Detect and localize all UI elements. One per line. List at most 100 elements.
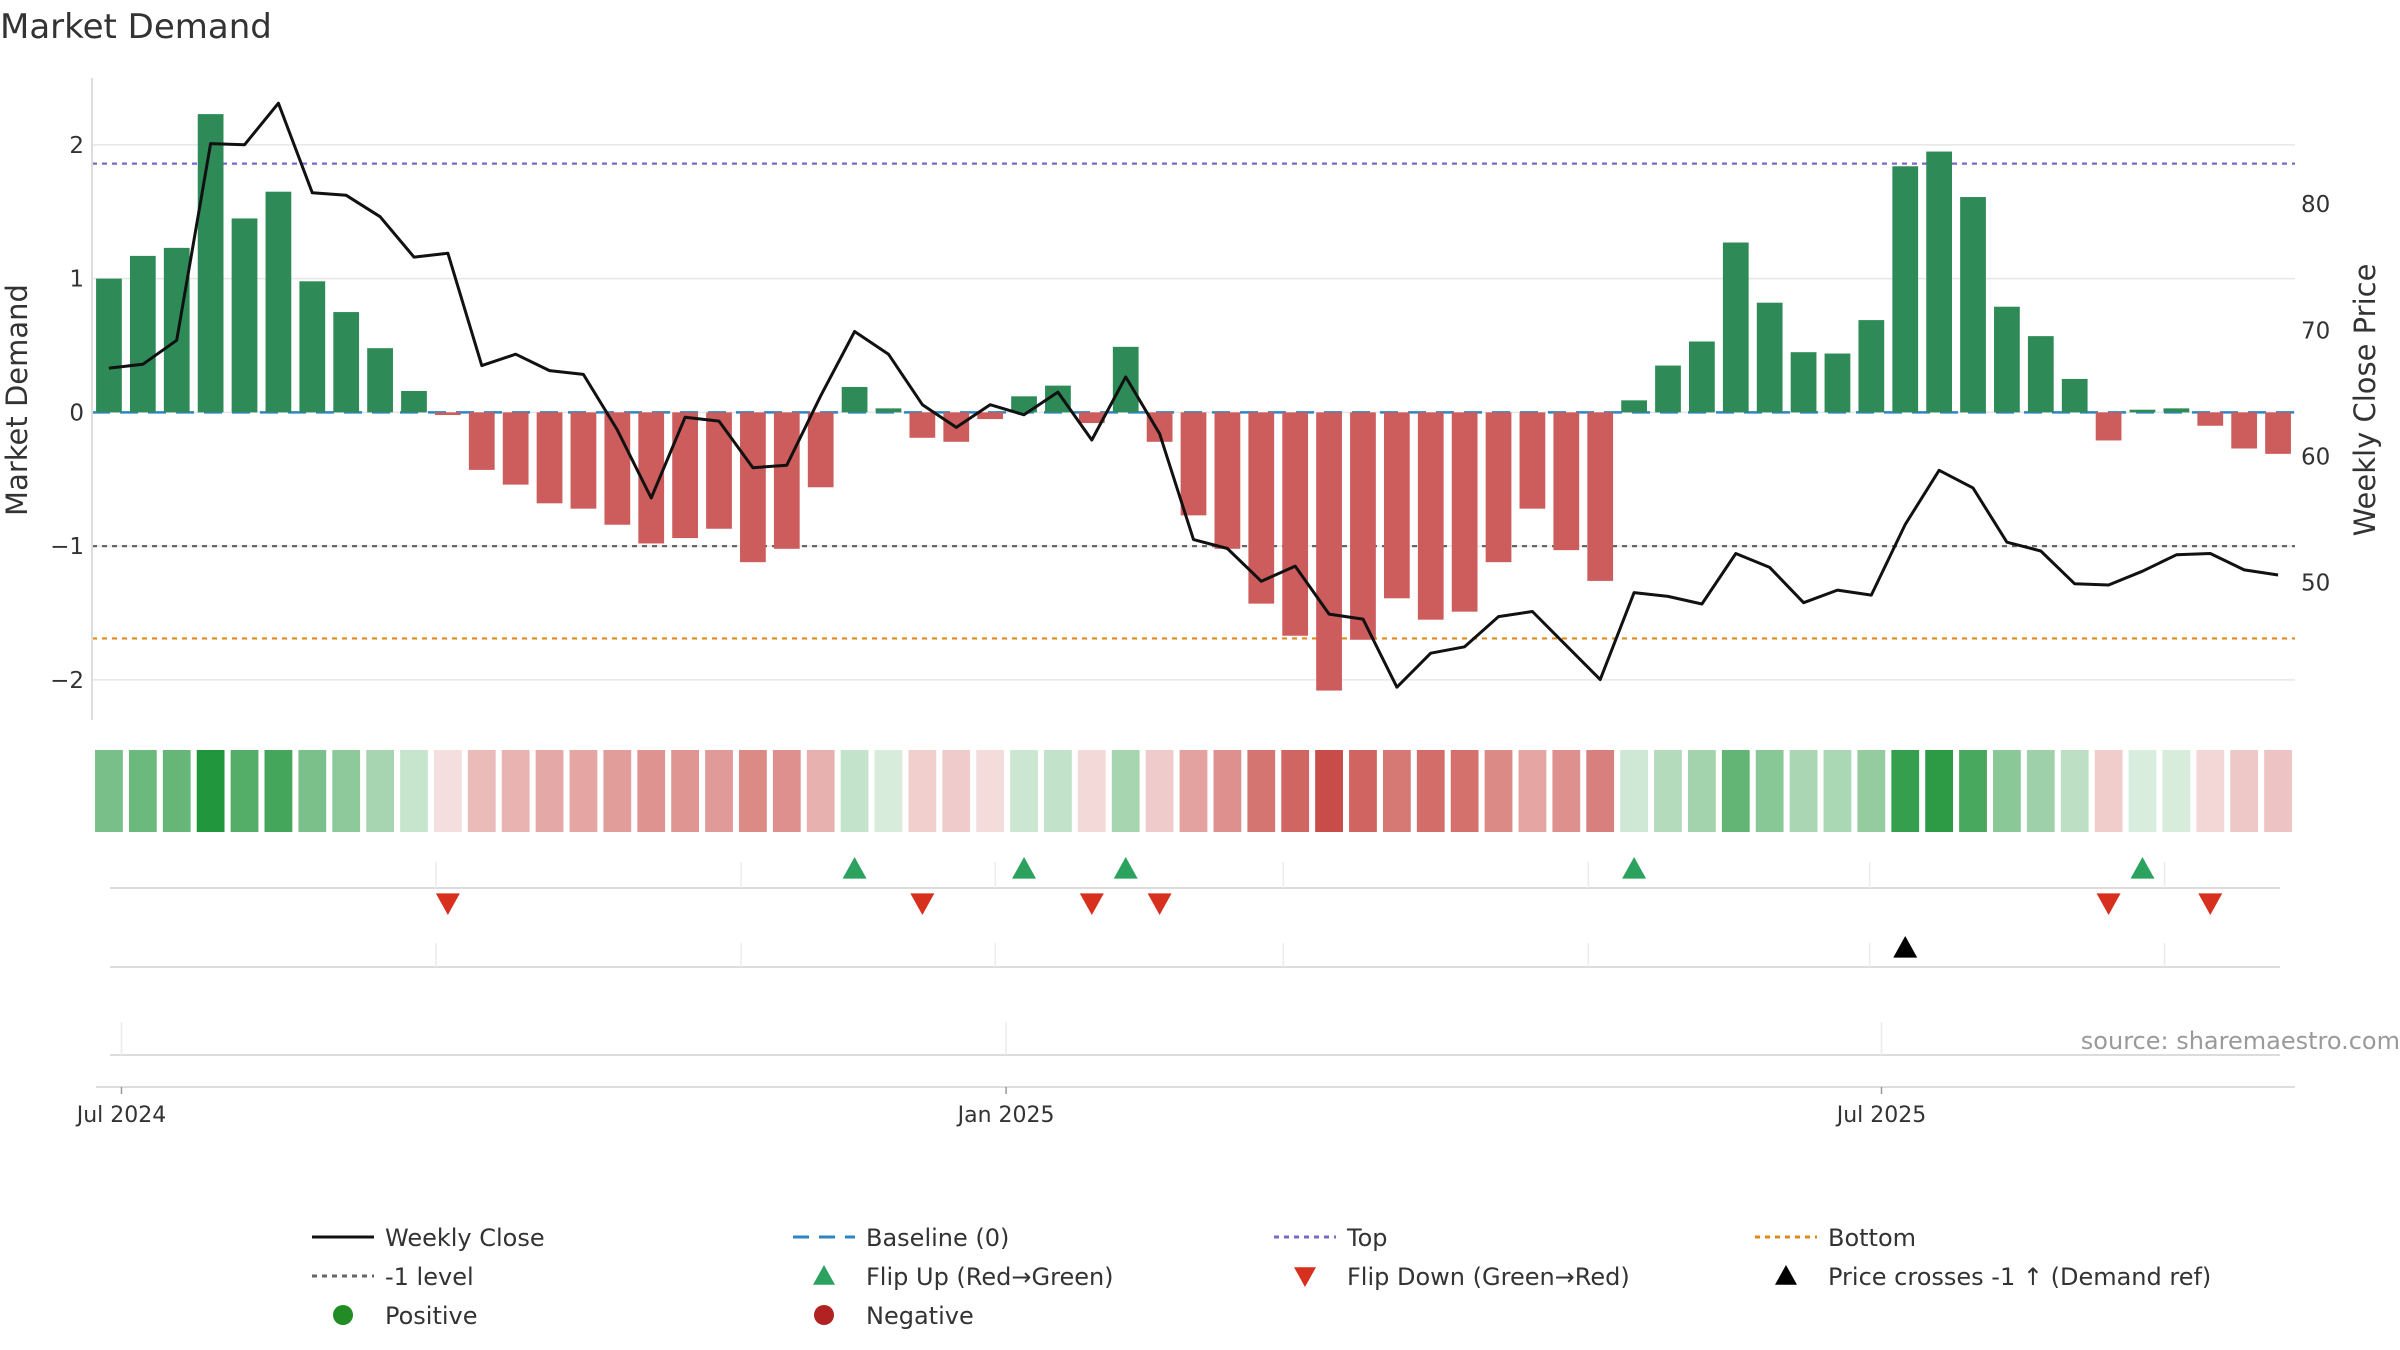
- legend-label: Weekly Close: [385, 1224, 545, 1252]
- legend-item: Price crosses -1 ↑ (Demand ref): [1775, 1263, 2211, 1291]
- heat-cell: [1077, 750, 1106, 832]
- heat-cell: [535, 750, 564, 832]
- legend-label: Price crosses -1 ↑ (Demand ref): [1828, 1263, 2211, 1291]
- heat-cell: [1315, 750, 1343, 832]
- event-markers: [110, 857, 2280, 1056]
- demand-bar: [163, 247, 190, 413]
- heat-cell: [162, 750, 191, 832]
- flip-down-marker: [2198, 893, 2223, 915]
- demand-bar: [96, 278, 122, 413]
- demand-bar: [333, 312, 360, 413]
- demand-bar: [2129, 409, 2156, 413]
- demand-bar: [1519, 412, 1546, 509]
- legend-item: Flip Down (Green→Red): [1294, 1263, 1630, 1291]
- legend-swatch: [814, 1305, 834, 1325]
- demand-bar: [807, 412, 834, 488]
- demand-bar: [875, 408, 902, 413]
- legend-swatch: [813, 1265, 835, 1285]
- y-tick-label: 2: [69, 133, 84, 159]
- demand-bar: [1858, 320, 1885, 413]
- demand-bar: [129, 255, 156, 413]
- heat-cell: [874, 750, 903, 832]
- demand-bar: [231, 218, 258, 413]
- demand-bar: [2231, 412, 2258, 449]
- demand-bar: [2163, 408, 2190, 413]
- demand-bar: [672, 412, 698, 539]
- heat-cell: [1993, 750, 2021, 832]
- y2-axis-label: Weekly Close Price: [2348, 264, 2382, 537]
- heat-cell: [1145, 750, 1174, 832]
- demand-bar: [1689, 341, 1715, 413]
- heat-cell: [705, 750, 733, 832]
- demand-bar: [1621, 400, 1647, 413]
- flip-up-marker: [1113, 857, 1138, 879]
- y2-tick-label: 80: [2301, 192, 2330, 218]
- legend-item: Positive: [333, 1302, 478, 1330]
- heat-cell: [230, 750, 259, 832]
- demand-bar: [1485, 412, 1512, 563]
- demand-bar: [1756, 302, 1783, 413]
- heat-cell: [1010, 750, 1038, 832]
- heat-cell: [1721, 750, 1750, 832]
- heat-cell: [1349, 750, 1377, 832]
- legend-swatch: [333, 1305, 353, 1325]
- heat-cell: [433, 750, 462, 832]
- demand-bar: [265, 191, 292, 413]
- heat-cell: [95, 750, 123, 832]
- heat-cell: [1687, 750, 1716, 832]
- demand-bar: [706, 412, 732, 529]
- demand-bar: [1587, 412, 1614, 581]
- heat-cell: [1891, 750, 1920, 832]
- heat-cell: [467, 750, 496, 832]
- demand-bar: [1960, 197, 1986, 413]
- heat-cell: [1823, 750, 1852, 832]
- legend-item: Weekly Close: [312, 1224, 545, 1252]
- heat-cell: [366, 750, 394, 832]
- flip-up-marker: [842, 857, 867, 879]
- flip-down-marker: [1079, 893, 1104, 915]
- legend-item: -1 level: [312, 1263, 474, 1291]
- demand-bar: [1790, 352, 1817, 413]
- demand-bar: [841, 386, 868, 413]
- demand-bar: [1553, 412, 1580, 551]
- heat-cell: [772, 750, 801, 832]
- heat-cell: [128, 750, 157, 832]
- legend-item: Negative: [814, 1302, 974, 1330]
- legend-swatch: [1775, 1265, 1797, 1285]
- heat-cell: [264, 750, 293, 832]
- heat-cell: [1247, 750, 1276, 832]
- legend-label: -1 level: [385, 1263, 474, 1291]
- heat-cell: [2094, 750, 2123, 832]
- legend-label: Positive: [385, 1302, 478, 1330]
- demand-bar: [977, 412, 1004, 420]
- demand-bar: [434, 412, 461, 416]
- demand-bar: [1214, 412, 1241, 549]
- legend-swatch: [1294, 1267, 1316, 1287]
- heat-strip: [95, 750, 2292, 832]
- y2-tick-label: 50: [2301, 571, 2330, 597]
- legend: Weekly Close Baseline (0) Top Bottom -1 leve…: [312, 1224, 2211, 1330]
- y-tick-label: −1: [50, 534, 84, 560]
- demand-bar: [1722, 242, 1749, 413]
- flip-down-marker: [910, 893, 935, 915]
- heat-cell: [1925, 750, 1954, 832]
- heat-cell: [2196, 750, 2225, 832]
- heat-cell: [1281, 750, 1310, 832]
- heat-cell: [1789, 750, 1818, 832]
- heat-cell: [840, 750, 869, 832]
- heat-cell: [332, 750, 361, 832]
- y-tick-label: 1: [69, 267, 84, 293]
- demand-bar: [740, 412, 766, 563]
- demand-bar: [299, 281, 326, 413]
- heat-cell: [1654, 750, 1682, 832]
- heat-cell: [942, 750, 971, 832]
- heat-cell: [1179, 750, 1208, 832]
- date-tick-label: Jul 2024: [75, 1103, 167, 1128]
- demand-bar: [1316, 412, 1342, 691]
- demand-bar: [773, 412, 800, 549]
- demand-bar: [1383, 412, 1410, 599]
- demand-bar: [1824, 353, 1851, 413]
- chart-title: Market Demand: [0, 7, 272, 47]
- heat-cell: [1552, 750, 1581, 832]
- heat-cell: [1620, 750, 1648, 832]
